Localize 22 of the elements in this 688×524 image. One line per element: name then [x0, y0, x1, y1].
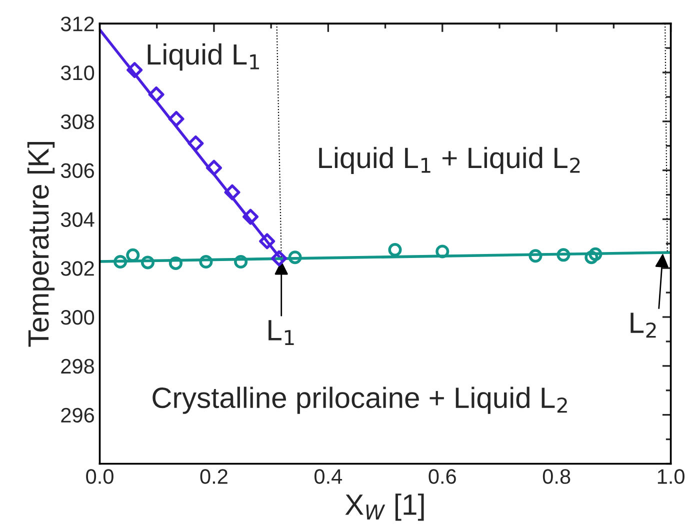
x-tick-label: 0.2 — [200, 469, 228, 484]
x-axis-title: X$_{W}$ [1] — [345, 494, 424, 521]
y-tick-label: 300 — [60, 310, 94, 325]
annotation: Liquid L$_{1}$ + Liquid L$_{2}$ — [319, 146, 580, 174]
annotation: L$_{2}$ — [630, 312, 656, 338]
y-tick-label: 310 — [60, 65, 94, 80]
annotation: Liquid L$_{1}$ — [148, 43, 259, 71]
x-tick-label: 1.0 — [658, 469, 684, 484]
y-tick-label: 298 — [61, 358, 94, 374]
y-tick-label: 302 — [60, 261, 94, 276]
y-tick-label: 306 — [60, 163, 94, 178]
y-axis-title: Temperature [K] — [27, 142, 55, 347]
y-tick-label: 296 — [61, 408, 94, 423]
x-tick-label: 0.8 — [542, 469, 570, 484]
annotation: L$_{1}$ — [268, 320, 294, 345]
y-tick-label: 312 — [60, 16, 94, 32]
annotation: Crystalline prilocaine + Liquid L$_{2}$ — [152, 386, 567, 414]
x-tick-label: 0.6 — [428, 469, 456, 484]
y-tick-label: 304 — [60, 212, 94, 227]
y-tick-label: 308 — [60, 114, 94, 130]
x-tick-label: 0.4 — [314, 469, 342, 484]
x-tick-label: 0.0 — [86, 469, 114, 484]
